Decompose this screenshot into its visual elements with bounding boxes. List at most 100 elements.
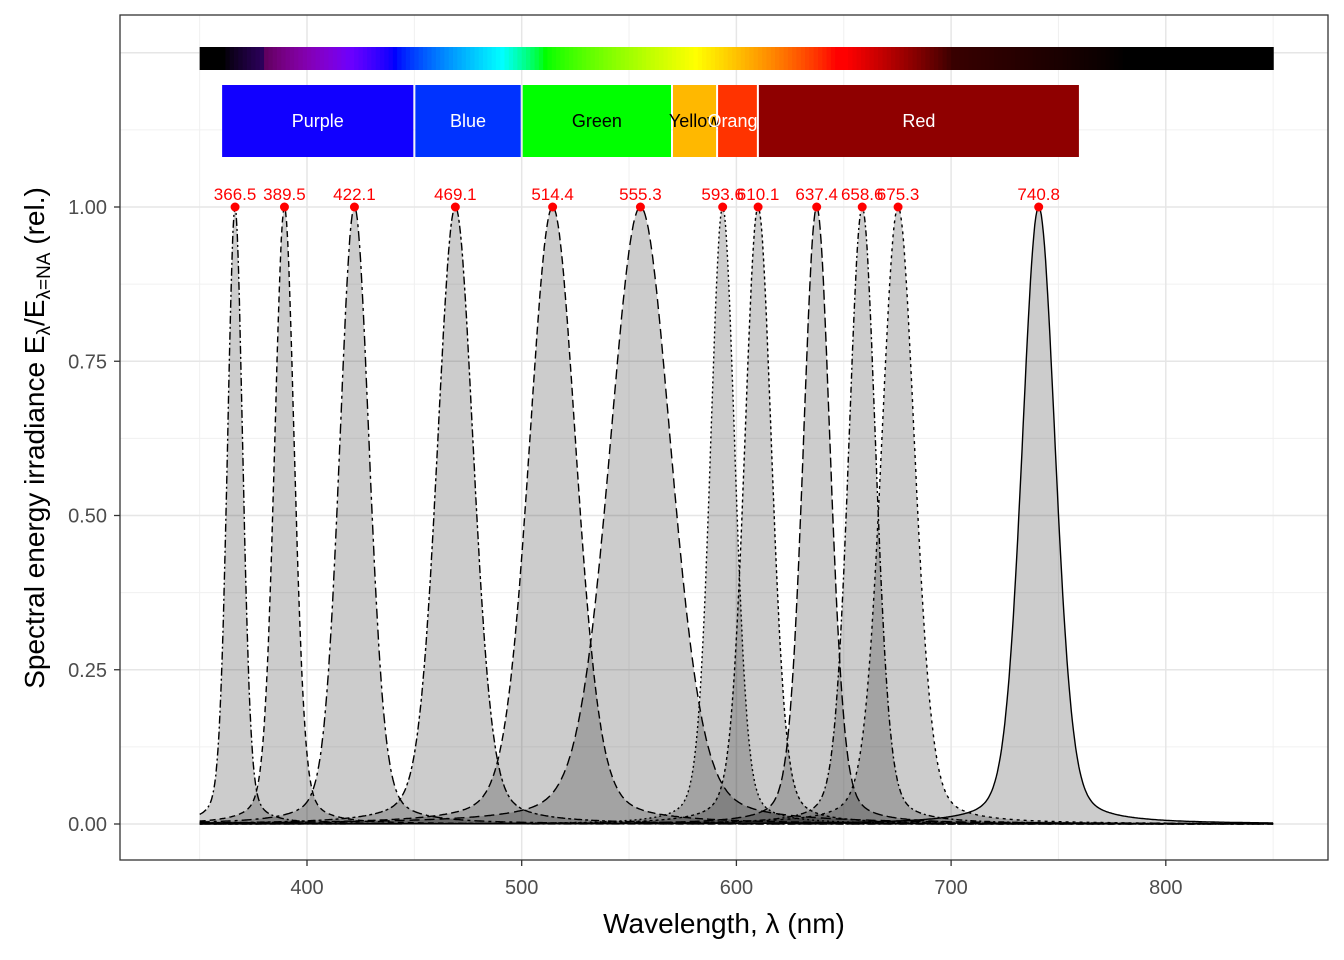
y-tick-label: 0.50 (68, 506, 107, 528)
spectrum-segment (1238, 47, 1244, 70)
spectrum-segment (955, 47, 961, 70)
spectrum-segment (1109, 47, 1115, 70)
spectrum-segment (826, 47, 832, 70)
spectrum-segment (899, 47, 905, 70)
spectrum-segment (839, 47, 845, 70)
spectrum-segment (461, 47, 467, 70)
spectrum-segment (843, 47, 849, 70)
peak-marker (1034, 202, 1044, 212)
spectrum-segment (371, 47, 377, 70)
spectrum-segment (212, 47, 218, 70)
spectrum-segment (800, 47, 806, 70)
spectrum-segment (641, 47, 647, 70)
spectrum-segment (307, 47, 312, 70)
spectrum-segment (959, 47, 965, 70)
spectrum-segment (487, 47, 493, 70)
band-red (758, 85, 1079, 157)
spectrum-segment (1230, 47, 1236, 70)
spectrum-segment (779, 47, 785, 70)
peak-line (199, 206, 1274, 825)
spectrum-segment (689, 47, 695, 70)
spectrum-segment (869, 47, 875, 70)
y-axis-title-part: (rel.) (19, 187, 50, 252)
spectrum-segment (281, 47, 287, 70)
spectrum-segment (1195, 47, 1201, 70)
spectrum-segment (1178, 47, 1184, 70)
spectrum-segment (285, 47, 291, 70)
spectrum-segment (895, 47, 901, 70)
spectrum-segment (517, 47, 523, 70)
y-axis-title-part: E (19, 300, 50, 319)
spectrum-segment (1213, 47, 1218, 70)
spectrum-segment (1191, 47, 1197, 70)
spectrum-segment (624, 47, 630, 70)
peak-area (199, 207, 1274, 825)
spectrum-segment (556, 47, 561, 70)
spectrum-segment (1002, 47, 1008, 70)
spectrum-segment (294, 47, 300, 70)
spectrum-segment (702, 47, 707, 70)
spectrum-segment (1234, 47, 1240, 70)
spectrum-segment (942, 47, 948, 70)
spectrum-segment (809, 47, 815, 70)
spectrum-segment (762, 47, 768, 70)
x-axis-title: Wavelength, λ (nm) (603, 908, 845, 939)
spectrum-segment (680, 47, 686, 70)
spectrum-segment (1268, 47, 1274, 70)
peak-area (199, 207, 1274, 825)
peak-marker (349, 202, 359, 212)
spectrum-segment (1243, 47, 1248, 70)
spectrum-segment (908, 47, 914, 70)
spectrum-segment (757, 47, 763, 70)
spectrum-segment (470, 47, 476, 70)
spectrum-segment (298, 47, 304, 70)
spectrum-segment (384, 47, 390, 70)
spectrum-segment (1200, 47, 1206, 70)
spectrum-segment (1032, 47, 1038, 70)
peak-label: 610.1 (737, 185, 780, 204)
spectrum-segment (530, 47, 536, 70)
y-axis-title-part: Spectral energy irradiance (19, 354, 50, 689)
peak-label: 366.5 (214, 185, 257, 204)
spectrum-segment (697, 47, 703, 70)
band-label-blue: Blue (450, 111, 486, 131)
y-tick-label: 1.00 (68, 197, 107, 219)
spectrum-segment (276, 47, 282, 70)
spectrum-segment (392, 47, 398, 70)
spectrum-segment (972, 47, 978, 70)
spectrum-segment (375, 47, 381, 70)
spectrum-segment (1101, 47, 1107, 70)
spectrum-segment (1182, 47, 1188, 70)
spectrum-segment (581, 47, 587, 70)
y-axis-title-part: E (19, 335, 50, 354)
x-tick-label: 400 (290, 877, 323, 899)
spectrum-segment (916, 47, 922, 70)
spectrum-segment (929, 47, 935, 70)
spectrum-segment (736, 47, 742, 70)
spectrum-segment (727, 47, 733, 70)
spectrum-segment (1208, 47, 1214, 70)
spectrum-segment (560, 47, 566, 70)
spectrum-segment (912, 47, 918, 70)
spectrum-segment (1122, 47, 1128, 70)
spectrum-segment (1144, 47, 1150, 70)
peak-line (199, 206, 1274, 825)
spectrum-segment (607, 47, 613, 70)
spectrum-segment (1140, 47, 1145, 70)
spectrum-segment (508, 47, 514, 70)
spectrum-segment (706, 47, 712, 70)
spectrum-segment (474, 47, 480, 70)
spectrum-segment (766, 47, 772, 70)
spectrum-segment (968, 47, 974, 70)
spectrum-segment (478, 47, 484, 70)
spectrum-segment (830, 47, 836, 70)
spectrum-segment (817, 47, 823, 70)
spectrum-segment (358, 47, 364, 70)
band-yellow (672, 85, 717, 157)
spectrum-segment (740, 47, 746, 70)
spectrum-segment (1105, 47, 1111, 70)
spectrum-segment (388, 47, 394, 70)
spectrum-segment (1221, 47, 1227, 70)
peak-line (199, 205, 1274, 825)
